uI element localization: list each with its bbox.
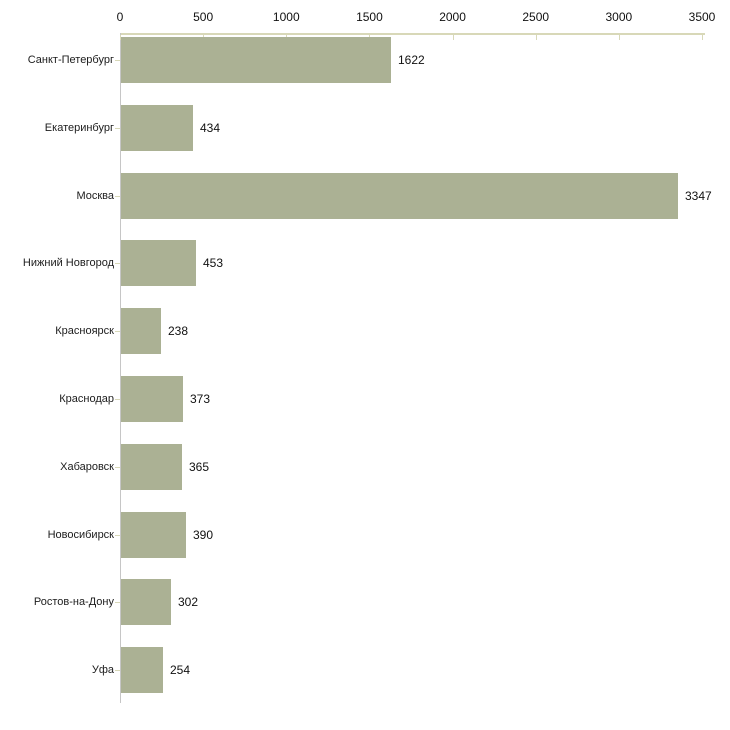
bar [121, 647, 163, 693]
value-label: 238 [168, 324, 189, 338]
x-axis-tick-label: 2500 [522, 10, 550, 24]
x-axis-tick-label: 2000 [439, 10, 466, 24]
y-axis-tick [115, 331, 120, 332]
bar [121, 105, 193, 151]
y-axis-tick [115, 602, 120, 603]
y-axis-tick [115, 60, 120, 61]
category-label: Краснодар [59, 393, 114, 405]
y-axis-tick [115, 196, 120, 197]
x-axis-line [120, 33, 705, 35]
value-label: 390 [193, 528, 214, 542]
category-label: Новосибирск [47, 529, 114, 541]
category-label: Москва [76, 190, 114, 202]
x-axis-tick [618, 35, 620, 40]
x-axis-tick-label: 1000 [272, 10, 300, 24]
x-axis-tick-label: 0 [116, 10, 124, 24]
value-label: 434 [200, 121, 221, 135]
x-axis-tick [452, 35, 454, 40]
bar [121, 308, 161, 354]
y-axis-tick [115, 467, 120, 468]
value-label: 3347 [685, 189, 712, 203]
x-axis-tick [535, 35, 537, 40]
bar [121, 444, 182, 490]
y-axis-tick [115, 399, 120, 400]
value-label: 1622 [398, 53, 425, 67]
y-axis-tick [115, 128, 120, 129]
value-label: 254 [170, 663, 191, 677]
value-label: 373 [190, 392, 211, 406]
x-axis-tick-label: 500 [193, 10, 214, 24]
value-label: 302 [178, 595, 199, 609]
y-axis-tick [115, 263, 120, 264]
category-label: Уфа [91, 664, 114, 676]
value-label: 453 [203, 256, 224, 270]
bar [121, 376, 183, 422]
category-label: Екатеринбург [44, 122, 114, 134]
bar [121, 512, 186, 558]
bar [121, 240, 196, 286]
category-label: Ростов-на-Дону [33, 596, 114, 608]
category-label: Санкт-Петербург [27, 54, 114, 66]
x-axis-tick [702, 35, 703, 40]
x-axis-tick-label: 1500 [356, 10, 383, 24]
bar [121, 37, 391, 83]
category-label: Красноярск [55, 325, 114, 337]
y-axis-tick [115, 670, 120, 671]
bar [121, 173, 678, 219]
bar [121, 579, 171, 625]
x-axis-tick-label: 3500 [688, 10, 716, 24]
category-label: Нижний Новгород [22, 257, 114, 269]
x-axis-tick [120, 35, 121, 40]
category-label: Хабаровск [60, 461, 114, 473]
x-axis-tick-label: 3000 [605, 10, 633, 24]
y-axis-line [120, 33, 121, 703]
y-axis-tick [115, 535, 120, 536]
value-label: 365 [189, 460, 210, 474]
